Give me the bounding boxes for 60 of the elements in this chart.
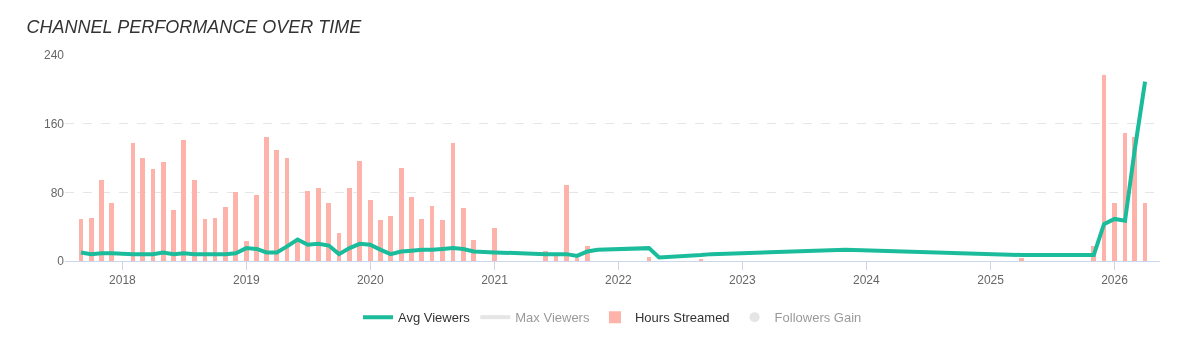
bar <box>1102 75 1106 261</box>
bar <box>151 169 155 261</box>
bar <box>554 256 558 261</box>
bar <box>264 137 269 261</box>
bar <box>1019 258 1024 261</box>
bar <box>430 206 434 261</box>
x-tick-label: 2020 <box>356 273 384 288</box>
bar <box>274 150 279 261</box>
chart-title: CHANNEL PERFORMANCE OVER TIME <box>26 17 363 38</box>
bar <box>575 258 579 261</box>
bar <box>647 257 651 261</box>
bar <box>285 158 289 261</box>
bar <box>233 192 238 261</box>
bar <box>254 195 259 261</box>
bar <box>109 203 114 261</box>
y-tick-label: 160 <box>43 116 65 131</box>
legend-label: Max Viewers <box>515 310 590 326</box>
x-tick-label: 2025 <box>977 273 1005 288</box>
bar <box>295 242 300 261</box>
y-tick-label: 240 <box>43 48 65 63</box>
bar <box>305 191 310 261</box>
bar <box>419 219 424 261</box>
bar <box>79 219 83 261</box>
bar <box>171 210 176 261</box>
bar <box>451 143 455 261</box>
legend-label: Hours Streamed <box>634 310 730 326</box>
legend-label: Followers Gain <box>774 310 862 326</box>
x-tick-label: 2023 <box>729 273 757 288</box>
x-tick-label: 2018 <box>109 273 137 288</box>
bar <box>316 188 321 261</box>
bar <box>461 208 466 261</box>
bar <box>223 207 228 261</box>
bar <box>564 185 569 261</box>
bar <box>368 200 373 261</box>
bar <box>192 180 197 261</box>
x-tick-label: 2024 <box>852 273 880 288</box>
line-series <box>78 79 1148 260</box>
x-tick-label: 2026 <box>1101 273 1129 288</box>
bar <box>1112 203 1117 261</box>
bar <box>203 219 207 261</box>
bar <box>409 197 414 261</box>
bar <box>399 168 404 261</box>
bar <box>89 218 94 261</box>
x-tick-label: 2022 <box>605 273 633 288</box>
bar <box>1143 203 1147 261</box>
y-tick-label: 0 <box>57 254 65 269</box>
bar <box>440 220 445 261</box>
bar <box>357 161 362 261</box>
bar <box>326 203 331 261</box>
bar <box>140 158 145 261</box>
x-tick-label: 2019 <box>232 273 260 288</box>
bar <box>347 188 352 261</box>
x-tick-label: 2021 <box>481 273 509 288</box>
legend-label: Avg Viewers <box>398 310 471 326</box>
bar <box>181 140 186 261</box>
y-tick-label: 80 <box>50 185 65 200</box>
bar <box>131 143 135 261</box>
bar <box>99 180 104 261</box>
bar <box>213 218 217 261</box>
bar <box>161 162 166 261</box>
